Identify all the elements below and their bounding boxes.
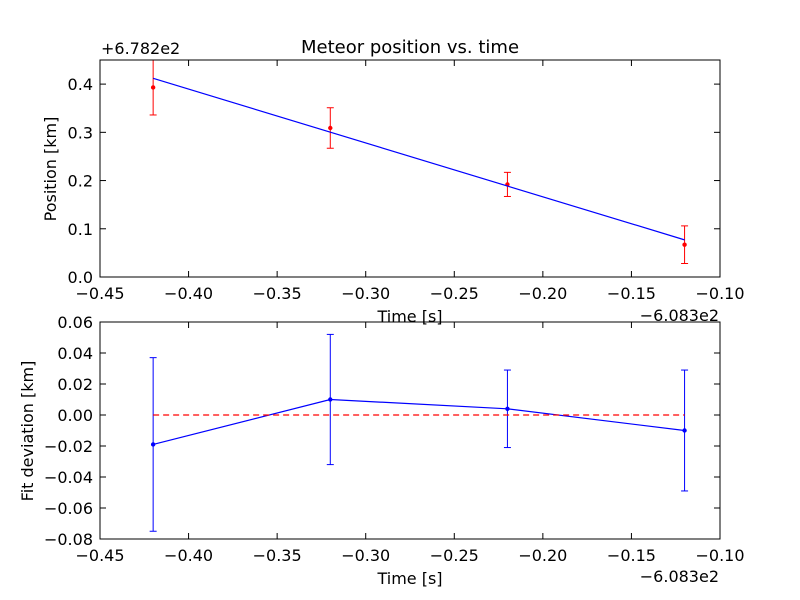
y-tick-label: 0.3 (68, 123, 93, 142)
y-tick-label: 0.2 (68, 172, 93, 191)
x-tick-label: −0.10 (695, 546, 744, 565)
y-tick-label: −0.08 (44, 530, 93, 549)
x-tick-label: −0.20 (518, 546, 567, 565)
deviation-data-point (150, 442, 156, 447)
position-subplot: Meteor position vs. time +6.782e2 −6.083… (41, 37, 745, 326)
deviation-plot-marks (149, 333, 689, 532)
y-tick-label: 0.06 (57, 313, 93, 332)
x-axis-label: Time [s] (376, 307, 442, 326)
x-tick-label: −0.15 (607, 546, 656, 565)
x-tick-label: −0.25 (430, 284, 479, 303)
y-axis-label-bottom: Fit deviation [km] (18, 361, 37, 502)
x-offset-label: −6.083e2 (640, 306, 719, 325)
y-tick-label: −0.04 (44, 468, 93, 487)
deviation-plot-ticks: −0.45 −0.40 −0.35 −0.30 −0.25 −0.20 −0.15 −0.10… (44, 313, 745, 565)
deviation-subplot: −6.083e2 Time [s] Fit deviation [km] −0.… (18, 313, 745, 588)
x-tick-label: −0.25 (430, 546, 479, 565)
deviation-data-point (505, 406, 510, 411)
x-axis-label-bottom: Time [s] (376, 569, 442, 588)
position-data-point (682, 242, 687, 247)
x-tick-label: −0.45 (75, 546, 124, 565)
position-plot-frame (99, 59, 721, 278)
y-tick-label: −0.06 (44, 499, 93, 518)
y-tick-label: 0.02 (57, 375, 93, 394)
y-tick-label: 0.1 (68, 220, 93, 239)
x-tick-label: −0.40 (164, 546, 213, 565)
position-data-point (150, 85, 156, 90)
y-tick-label: −0.02 (44, 437, 93, 456)
x-tick-label: −0.35 (253, 546, 302, 565)
position-plot-ticks: −0.45 −0.40 −0.35 −0.30 −0.25 −0.20 −0.15 −0.10… (68, 60, 745, 303)
fit-line (152, 77, 685, 241)
y-axis-label: Position [km] (41, 117, 60, 222)
x-tick-label: −0.15 (607, 284, 656, 303)
x-tick-label: −0.20 (518, 284, 567, 303)
y-tick-label: 0.0 (68, 268, 93, 287)
x-tick-label: −0.30 (341, 284, 390, 303)
y-offset-label: +6.782e2 (101, 39, 180, 58)
x-tick-label: −0.35 (253, 284, 302, 303)
deviation-series-line (152, 398, 685, 446)
deviation-data-point (682, 428, 687, 433)
x-tick-label: −0.45 (75, 284, 124, 303)
deviation-plot-frame (99, 321, 721, 540)
deviation-data-point (328, 397, 333, 402)
x-tick-label: −0.10 (695, 284, 744, 303)
x-tick-label: −0.40 (164, 284, 213, 303)
x-tick-label: −0.30 (341, 546, 390, 565)
x-offset-label-bottom: −6.083e2 (640, 567, 719, 586)
chart-title: Meteor position vs. time (301, 37, 519, 58)
position-data-point (328, 125, 333, 131)
y-tick-label: 0.00 (57, 406, 93, 425)
y-tick-label: 0.4 (68, 75, 93, 94)
y-tick-label: 0.04 (57, 344, 93, 363)
